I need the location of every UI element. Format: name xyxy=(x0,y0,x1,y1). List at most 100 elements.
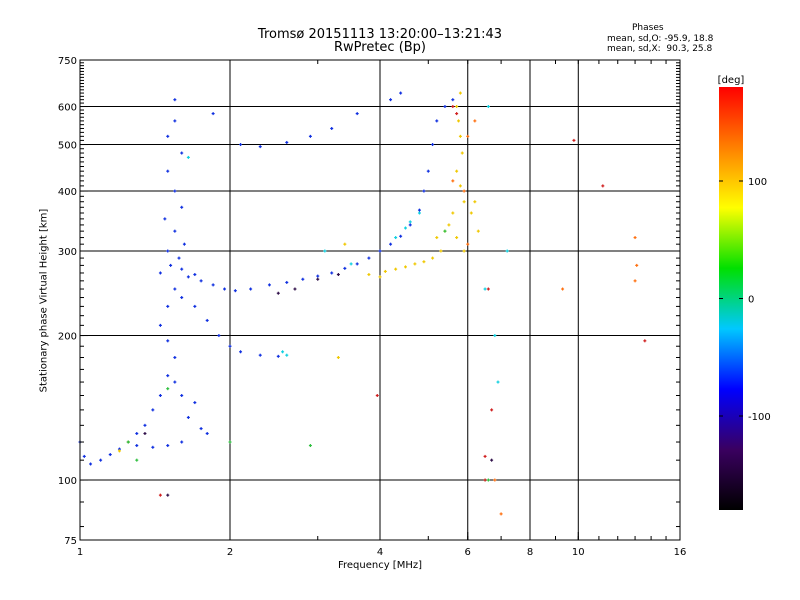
data-point xyxy=(394,236,398,240)
data-point xyxy=(336,273,340,277)
data-point xyxy=(143,432,147,436)
data-point xyxy=(173,287,177,291)
colorbar-tick-label: -100 xyxy=(748,412,771,423)
data-point xyxy=(490,458,494,462)
data-point xyxy=(455,105,459,109)
data-point xyxy=(173,98,177,102)
data-point xyxy=(435,236,439,240)
data-point xyxy=(403,226,407,230)
colorbar-label: [deg] xyxy=(718,75,745,86)
data-point xyxy=(389,242,393,246)
data-point xyxy=(486,287,490,291)
data-point xyxy=(276,354,280,358)
data-point xyxy=(180,440,184,444)
data-point xyxy=(486,478,490,482)
data-point xyxy=(316,277,320,281)
colorbar-tick-label: 0 xyxy=(748,295,754,306)
grid-lines xyxy=(80,60,680,540)
data-point xyxy=(258,145,262,149)
data-point xyxy=(493,334,497,338)
data-point xyxy=(82,454,86,458)
data-point xyxy=(336,355,340,359)
data-point xyxy=(126,440,130,444)
y-tick-label: 100 xyxy=(58,476,77,487)
data-point xyxy=(180,296,184,300)
data-point xyxy=(451,98,455,102)
data-point xyxy=(355,262,359,266)
y-tick-label: 200 xyxy=(58,332,77,343)
x-axis-label: Frequency [MHz] xyxy=(337,560,423,571)
data-point xyxy=(199,279,203,283)
phase-stats-title: Phases xyxy=(632,23,664,33)
data-point xyxy=(239,350,243,354)
data-point xyxy=(455,112,459,116)
data-point xyxy=(473,119,477,123)
x-tick-label: 4 xyxy=(377,547,383,558)
data-point xyxy=(117,449,121,453)
data-point xyxy=(431,256,435,260)
data-point xyxy=(443,105,447,109)
data-point xyxy=(186,275,190,279)
data-point xyxy=(267,283,271,287)
data-point xyxy=(223,287,227,291)
data-point xyxy=(417,211,421,215)
data-point xyxy=(455,236,459,240)
x-tick-label: 10 xyxy=(572,547,585,558)
data-point xyxy=(166,387,170,391)
data-point xyxy=(493,478,497,482)
data-point xyxy=(483,478,487,482)
x-tick-label: 2 xyxy=(227,547,233,558)
data-point xyxy=(173,229,177,233)
y-tick-label: 600 xyxy=(58,103,77,114)
data-point xyxy=(349,262,353,266)
data-point xyxy=(330,271,334,275)
data-point xyxy=(308,134,312,138)
data-point xyxy=(378,249,382,253)
data-point xyxy=(166,304,170,308)
data-point xyxy=(466,242,470,246)
y-axis: 75 100 200 300 400 500 600 750 xyxy=(58,56,680,547)
data-point xyxy=(211,112,215,116)
data-point xyxy=(316,274,320,278)
data-point xyxy=(343,242,347,246)
phase-stats-o-mode: mean, sd,O: -95.9, 18.8 xyxy=(607,34,714,44)
data-point xyxy=(483,454,487,458)
chart-title: Tromsø 20151113 13:20:00–13:21:43 xyxy=(257,27,503,42)
data-point xyxy=(180,394,184,398)
data-point xyxy=(249,287,253,291)
data-point xyxy=(166,493,170,497)
data-point xyxy=(458,91,462,95)
colorbar-tick-label: 100 xyxy=(748,177,767,188)
data-point xyxy=(301,277,305,281)
data-point xyxy=(458,184,462,188)
data-point xyxy=(572,138,576,142)
data-point xyxy=(158,323,162,327)
data-point xyxy=(99,458,103,462)
data-point xyxy=(466,134,470,138)
data-point xyxy=(469,211,473,215)
data-point xyxy=(561,287,565,291)
chart-subtitle: RwPretec (Bp) xyxy=(333,40,427,55)
data-point xyxy=(285,140,289,144)
data-point xyxy=(166,169,170,173)
data-point xyxy=(408,220,412,224)
data-point xyxy=(355,112,359,116)
phase-stats-x-mode: mean, sd,X: 90.3, 25.8 xyxy=(607,44,713,54)
y-tick-label: 500 xyxy=(58,141,77,152)
data-point xyxy=(193,273,197,277)
data-point xyxy=(462,189,466,193)
data-point xyxy=(108,453,112,457)
data-point xyxy=(635,263,639,267)
data-point xyxy=(135,432,139,436)
data-point xyxy=(394,267,398,271)
data-point xyxy=(496,380,500,384)
data-point xyxy=(451,211,455,215)
data-point xyxy=(483,287,487,291)
data-point xyxy=(460,151,464,155)
data-point xyxy=(473,200,477,204)
data-point xyxy=(422,260,426,264)
data-point xyxy=(233,289,237,293)
y-tick-label: 75 xyxy=(64,536,77,547)
x-tick-label: 1 xyxy=(77,547,83,558)
